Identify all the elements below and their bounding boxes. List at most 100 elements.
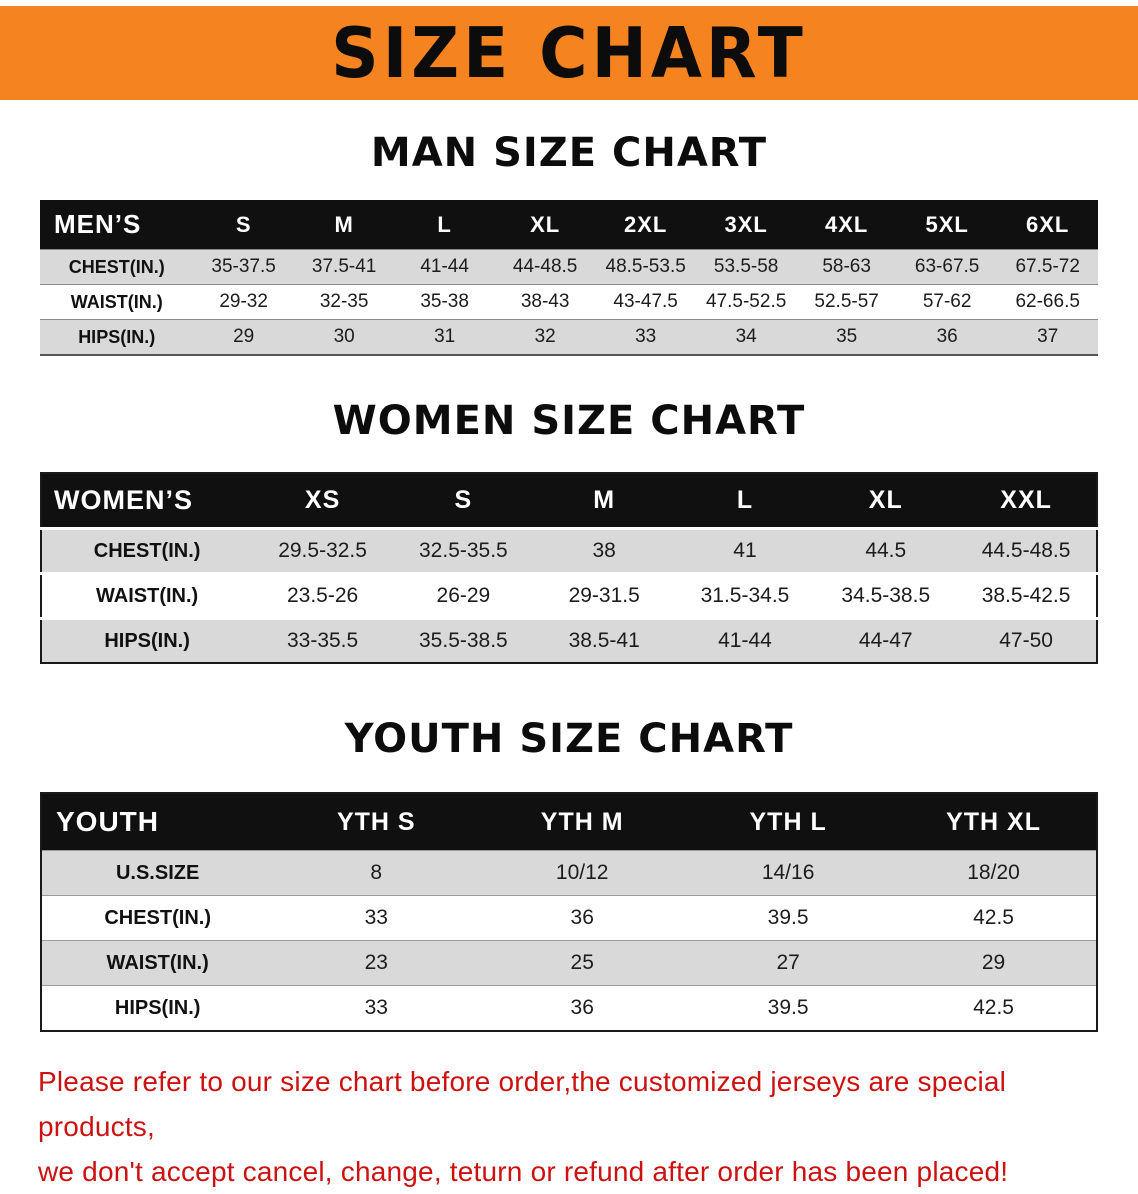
size-column-header: YTH M (479, 793, 686, 851)
measurement-value: 44-47 (815, 617, 957, 663)
measurement-value: 39.5 (685, 895, 892, 941)
measurement-value: 29-32 (193, 284, 294, 320)
size-column-header: L (674, 473, 816, 529)
measurement-row: HIPS(IN.) 33-35.5 35.5-38.5 38.5-41 41-44 44-… (41, 617, 1097, 663)
measurement-value: 44.5 (815, 527, 957, 574)
measurement-value: 42.5 (891, 895, 1097, 941)
measurement-value: 23 (273, 940, 480, 986)
women-size-table-wrapper: WOMEN’S XS S M L XL XXL CHEST(IN.) 29.5-32.5 32.5… (40, 472, 1098, 664)
measurement-value: 53.5-58 (695, 249, 797, 285)
measurement-value: 47.5-52.5 (695, 284, 797, 320)
measurement-value: 38 (533, 527, 675, 574)
size-column-header: 2XL (595, 200, 696, 250)
measurement-value: 34.5-38.5 (815, 572, 957, 619)
measurement-value: 29 (193, 319, 294, 356)
measurement-value: 34 (695, 319, 797, 356)
youth-size-table: YOUTH YTH S YTH M YTH L YTH XL U.S.SIZE 8 10/12… (40, 792, 1098, 1032)
men-size-table: MEN’S S M L XL 2XL 3XL 4XL 5XL 6XL CHEST(IN.) 35-37… (40, 200, 1098, 356)
men-header-row: MEN’S S M L XL 2XL 3XL 4XL 5XL 6XL (40, 200, 1098, 250)
measurement-value: 57-62 (896, 284, 998, 320)
measurement-label: HIPS(IN.) (41, 985, 274, 1031)
measurement-value: 38.5-42.5 (956, 572, 1097, 619)
measurement-row: WAIST(IN.) 23.5-26 26-29 29-31.5 31.5-34.5 34… (41, 572, 1097, 619)
measurement-value: 33 (595, 319, 696, 356)
size-column-header: XL (815, 473, 957, 529)
measurement-value: 31.5-34.5 (674, 572, 816, 619)
measurement-value: 32-35 (293, 284, 395, 320)
measurement-label: WAIST(IN.) (40, 284, 194, 320)
measurement-label: U.S.SIZE (41, 850, 274, 896)
measurement-value: 38-43 (494, 284, 596, 320)
measurement-value: 31 (394, 319, 495, 356)
measurement-value: 36 (896, 319, 998, 356)
men-table-title-cell: MEN’S (40, 200, 194, 250)
disclaimer-line-1: Please refer to our size chart before or… (38, 1066, 1007, 1142)
measurement-value: 63-67.5 (896, 249, 998, 285)
measurement-value: 23.5-26 (252, 572, 393, 619)
measurement-value: 48.5-53.5 (595, 249, 696, 285)
measurement-label: CHEST(IN.) (41, 895, 274, 941)
size-column-header: S (392, 473, 534, 529)
measurement-value: 32 (494, 319, 596, 356)
size-column-header: XXL (956, 473, 1097, 529)
measurement-value: 44-48.5 (494, 249, 596, 285)
measurement-value: 58-63 (796, 249, 897, 285)
size-column-header: YTH XL (891, 793, 1097, 851)
measurement-value: 14/16 (685, 850, 892, 896)
measurement-value: 47-50 (956, 617, 1097, 663)
women-header-row: WOMEN’S XS S M L XL XXL (41, 473, 1097, 529)
measurement-value: 29 (891, 940, 1097, 986)
measurement-row: WAIST(IN.) 23 25 27 29 (41, 940, 1097, 986)
measurement-value: 39.5 (685, 985, 892, 1031)
measurement-value: 67.5-72 (997, 249, 1098, 285)
measurement-label: CHEST(IN.) (41, 527, 253, 574)
size-column-header: 5XL (896, 200, 998, 250)
measurement-row: HIPS(IN.) 29 30 31 32 33 34 35 36 37 (40, 319, 1098, 356)
size-column-header: 4XL (796, 200, 897, 250)
measurement-value: 62-66.5 (997, 284, 1098, 320)
measurement-row: U.S.SIZE 8 10/12 14/16 18/20 (41, 850, 1097, 896)
measurement-value: 37.5-41 (293, 249, 395, 285)
measurement-value: 18/20 (891, 850, 1097, 896)
measurement-label: HIPS(IN.) (40, 319, 194, 356)
size-column-header: M (293, 200, 395, 250)
measurement-value: 10/12 (479, 850, 686, 896)
size-column-header: XL (494, 200, 596, 250)
women-size-table: WOMEN’S XS S M L XL XXL CHEST(IN.) 29.5-32.5 32.5… (40, 472, 1098, 664)
measurement-row: WAIST(IN.) 29-32 32-35 35-38 38-43 43-47.5 47.… (40, 284, 1098, 320)
men-size-table-wrapper: MEN’S S M L XL 2XL 3XL 4XL 5XL 6XL CHEST(IN.) 35-37… (40, 200, 1098, 356)
measurement-value: 43-47.5 (595, 284, 696, 320)
size-column-header: S (193, 200, 294, 250)
measurement-row: CHEST(IN.) 29.5-32.5 32.5-35.5 38 41 44.5 44.5… (41, 527, 1097, 574)
size-column-header: M (533, 473, 675, 529)
measurement-value: 41-44 (394, 249, 495, 285)
measurement-row: HIPS(IN.) 33 36 39.5 42.5 (41, 985, 1097, 1031)
size-column-header: 3XL (695, 200, 797, 250)
measurement-value: 35 (796, 319, 897, 356)
women-table-title-cell: WOMEN’S (41, 473, 253, 529)
measurement-label: WAIST(IN.) (41, 940, 274, 986)
measurement-value: 52.5-57 (796, 284, 897, 320)
size-chart-banner: SIZE CHART (0, 6, 1138, 100)
measurement-value: 35.5-38.5 (392, 617, 534, 663)
measurement-value: 36 (479, 895, 686, 941)
youth-size-table-wrapper: YOUTH YTH S YTH M YTH L YTH XL U.S.SIZE 8 10/12… (40, 792, 1098, 1032)
measurement-value: 26-29 (392, 572, 534, 619)
measurement-value: 33-35.5 (252, 617, 393, 663)
youth-header-row: YOUTH YTH S YTH M YTH L YTH XL (41, 793, 1097, 851)
measurement-value: 42.5 (891, 985, 1097, 1031)
measurement-value: 35-38 (394, 284, 495, 320)
measurement-value: 36 (479, 985, 686, 1031)
measurement-value: 29-31.5 (533, 572, 675, 619)
measurement-label: HIPS(IN.) (41, 617, 253, 663)
size-column-header: YTH S (273, 793, 480, 851)
disclaimer-line-2: we don't accept cancel, change, teturn o… (38, 1155, 1009, 1187)
measurement-value: 29.5-32.5 (252, 527, 393, 574)
size-column-header: 6XL (997, 200, 1098, 250)
measurement-value: 27 (685, 940, 892, 986)
measurement-row: CHEST(IN.) 33 36 39.5 42.5 (41, 895, 1097, 941)
size-column-header: XS (252, 473, 393, 529)
size-column-header: L (394, 200, 495, 250)
youth-table-title-cell: YOUTH (41, 793, 274, 851)
order-disclaimer: Please refer to our size chart before or… (38, 1060, 1100, 1194)
